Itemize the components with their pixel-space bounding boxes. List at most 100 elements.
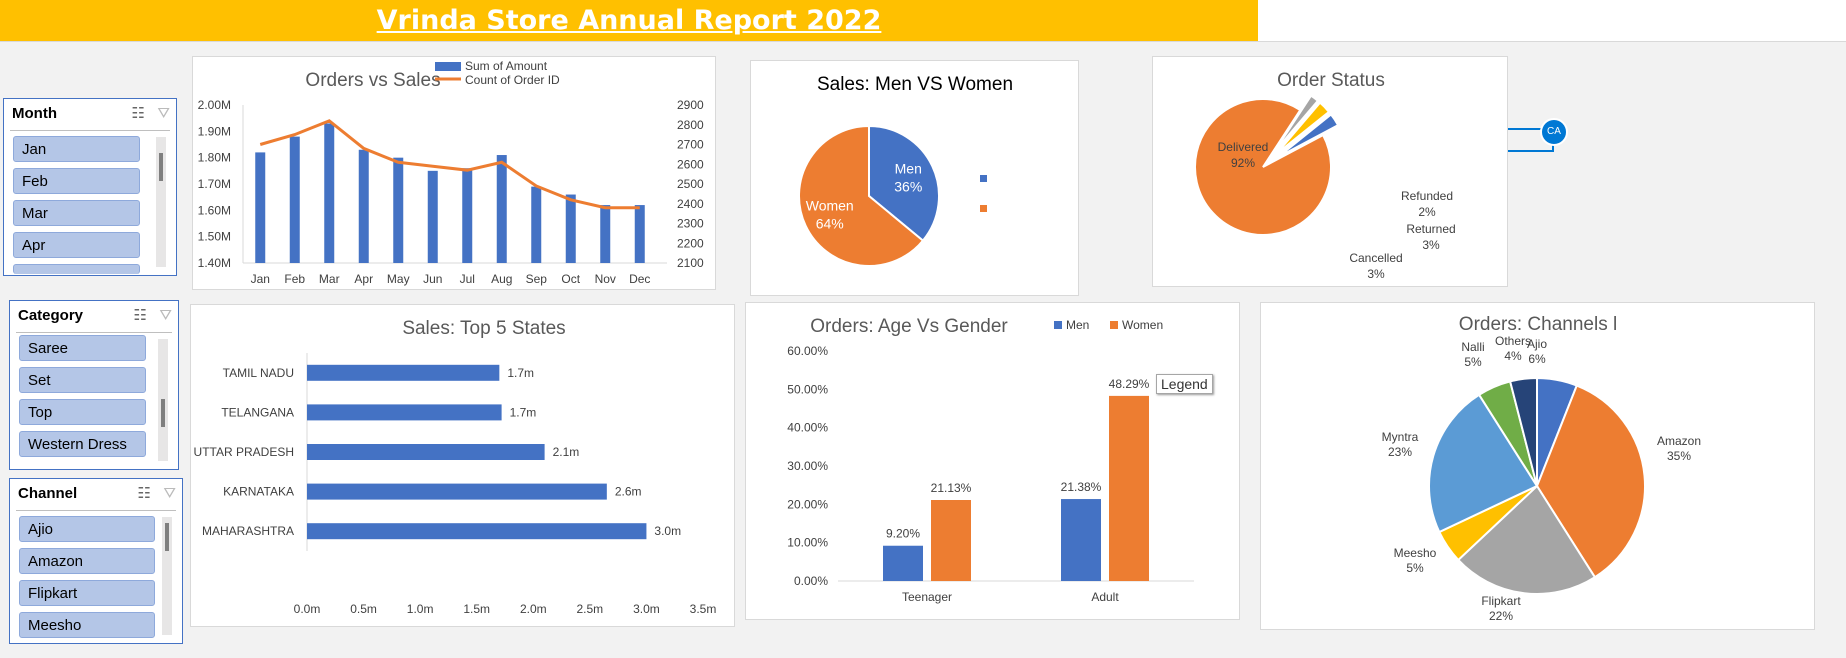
chart-title: Orders: Channels l [1459, 314, 1617, 335]
age-vs-gender-chart[interactable]: Orders: Age Vs Gender Men Women 0.00% 10.00%… [745, 302, 1240, 620]
x-tick-label: Adult [1091, 590, 1119, 604]
x-tick-label: 0.0m [294, 602, 321, 616]
order-status-plot: Order Status Delivered 92% Refunded 2% Return… [1194, 70, 1456, 281]
chart-title: Sales: Top 5 States [402, 318, 565, 339]
slicer-item-amazon[interactable]: Amazon [19, 548, 155, 574]
category-label: UTTAR PRADESH [194, 445, 294, 459]
y2-tick-label: 2200 [677, 236, 704, 250]
slicer-item-saree[interactable]: Saree [19, 335, 146, 361]
multi-select-icon[interactable]: ☷ [133, 307, 147, 324]
pie-slice-women [798, 124, 925, 267]
x-tick-label: Feb [284, 272, 305, 286]
x-tick-label: Mar [319, 272, 340, 286]
slicer-scrollbar[interactable] [162, 517, 172, 635]
legend-label: Women [1122, 318, 1163, 332]
y-tick-label: 1.70M [198, 177, 231, 191]
scroll-thumb[interactable] [165, 523, 169, 551]
bar-state [307, 444, 545, 460]
y-tick-label: 50.00% [787, 382, 828, 396]
chart-title: Orders: Age Vs Gender [810, 316, 1008, 337]
channels-chart[interactable]: Orders: Channels l Ajio 6% Amazon 35% Flipkar… [1260, 302, 1815, 630]
slicer-item-apr[interactable]: Apr [13, 232, 140, 258]
data-label: 1.7m [507, 366, 534, 380]
slicer-icons: ☷ ⛛ [137, 484, 176, 502]
slicer-item-partial[interactable] [13, 264, 140, 274]
slicer-title: Category [18, 307, 84, 324]
y2-tick-label: 2600 [677, 157, 704, 171]
bar-amount [427, 170, 438, 263]
gridline [0, 41, 1846, 42]
order-status-chart[interactable]: Order Status Delivered 92% Refunded 2% Return… [1152, 56, 1508, 287]
data-label-pct: 5% [1406, 561, 1424, 575]
month-slicer[interactable]: Month ☷ ⛛ Jan Feb Mar Apr [3, 98, 177, 276]
top-states-plot: Sales: Top 5 States TAMIL NADU 1.7m TELANGA… [194, 318, 717, 616]
bar-amount [324, 123, 335, 263]
category-slicer[interactable]: Category ☷ ⛛ Saree Set Top Western Dress [9, 300, 179, 470]
bar-amount [634, 205, 645, 263]
top-states-chart[interactable]: Sales: Top 5 States TAMIL NADU 1.7m TELANGA… [190, 304, 735, 627]
data-label-name: Nalli [1461, 340, 1484, 354]
x-tick-label: 1.5m [463, 602, 490, 616]
orders-vs-sales-chart[interactable]: Orders vs Sales Sum of Amount Count of Ord… [192, 56, 716, 290]
data-label: 2.6m [615, 485, 642, 499]
connector-line [1508, 128, 1542, 130]
scroll-thumb[interactable] [159, 153, 163, 181]
data-label-name: Others [1495, 334, 1531, 348]
scroll-thumb[interactable] [161, 399, 165, 427]
y-tick-label: 2.00M [198, 98, 231, 112]
data-label-pct: 23% [1388, 445, 1412, 459]
y-tick-label: 1.60M [198, 203, 231, 217]
user-avatar-badge[interactable]: CA [1540, 118, 1568, 146]
bar-amount [600, 205, 611, 263]
slicer-item-top[interactable]: Top [19, 399, 146, 425]
data-label-name: Refunded [1401, 189, 1453, 203]
legend-swatch-amount [435, 62, 461, 71]
y-tick-label: 20.00% [787, 497, 828, 511]
bar-men [883, 545, 923, 581]
y2-tick-label: 2800 [677, 118, 704, 132]
bar-amount [565, 194, 576, 263]
bar-amount [358, 149, 369, 263]
y-tick-label: 60.00% [787, 344, 828, 358]
data-label: 21.13% [931, 481, 972, 495]
data-label-pct: 3% [1422, 238, 1440, 252]
slicer-item-meesho[interactable]: Meesho [19, 612, 155, 638]
category-label: TAMIL NADU [223, 366, 294, 380]
slicer-item-jan[interactable]: Jan [13, 136, 140, 162]
data-label-name: Women [806, 197, 854, 213]
clear-filter-icon[interactable]: ⛛ [163, 485, 176, 502]
slicer-item-flipkart[interactable]: Flipkart [19, 580, 155, 606]
bar-amount [393, 157, 404, 263]
slicer-item-feb[interactable]: Feb [13, 168, 140, 194]
spreadsheet-cell-area[interactable] [1258, 0, 1846, 42]
slicer-item-mar[interactable]: Mar [13, 200, 140, 226]
series-line-orders [259, 119, 640, 210]
chart-title: Orders vs Sales [305, 70, 440, 91]
pie-slice-returned [1275, 101, 1331, 156]
slicer-scrollbar[interactable] [158, 339, 168, 461]
men-vs-women-chart[interactable]: Sales: Men VS Women Men 36% Women 64% [750, 60, 1079, 296]
slicer-scrollbar[interactable] [156, 137, 166, 267]
pie-slice-delivered [1194, 98, 1332, 236]
channel-slicer[interactable]: Channel ☷ ⛛ Ajio Amazon Flipkart Meesho [9, 478, 183, 644]
clear-filter-icon[interactable]: ⛛ [159, 307, 172, 324]
bar-state [307, 404, 502, 421]
multi-select-icon[interactable]: ☷ [131, 105, 145, 122]
slicer-item-western-dress[interactable]: Western Dress [19, 431, 146, 457]
data-label-pct: 4% [1504, 349, 1522, 363]
y-tick-label: 10.00% [787, 536, 828, 550]
multi-select-icon[interactable]: ☷ [137, 485, 151, 502]
report-title: Vrinda Store Annual Report 2022 [376, 5, 882, 36]
data-label-name: Ajio [1527, 337, 1547, 351]
x-tick-label: Aug [491, 272, 512, 286]
age-vs-gender-plot: Orders: Age Vs Gender Men Women 0.00% 10.00%… [787, 316, 1194, 604]
slicer-item-ajio[interactable]: Ajio [19, 516, 155, 542]
y2-tick-label: 2100 [677, 256, 704, 270]
slicer-item-set[interactable]: Set [19, 367, 146, 393]
clear-filter-icon[interactable]: ⛛ [157, 105, 170, 122]
data-label-name: Delivered [1218, 140, 1269, 154]
bar-state [307, 523, 647, 540]
legend-swatch [1110, 321, 1118, 329]
data-label-pct: 5% [1464, 355, 1482, 369]
